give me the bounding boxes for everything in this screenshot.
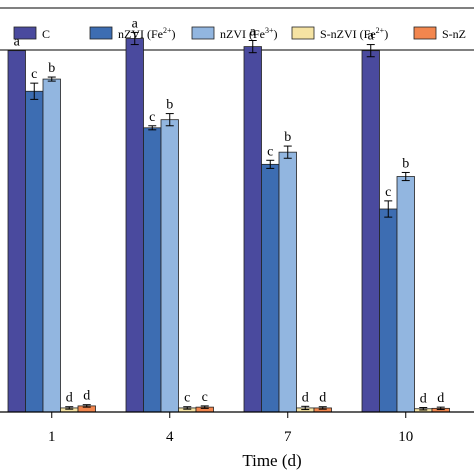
significance-letter: c — [385, 185, 391, 200]
significance-letter: d — [319, 391, 326, 406]
significance-letter: a — [368, 29, 375, 44]
x-tick-label: 4 — [166, 429, 174, 445]
bar — [379, 208, 398, 413]
x-tick-label: 1 — [48, 429, 56, 445]
significance-letter: b — [284, 130, 291, 145]
bar — [143, 127, 162, 413]
legend-label: nZVI (Fe2+) — [118, 26, 176, 41]
axes-group: 1471014 — [0, 411, 474, 445]
significance-letter: c — [202, 390, 208, 405]
legend-label: S-nZVI (Fe2+) — [320, 26, 388, 41]
significance-letter: d — [83, 389, 90, 404]
bar — [125, 38, 144, 413]
significance-letter: b — [48, 61, 55, 76]
legend-swatch — [191, 26, 215, 40]
significance-letter: d — [420, 392, 427, 407]
significance-letter: c — [31, 67, 37, 82]
bar — [25, 90, 44, 413]
significance-letter: d — [302, 390, 309, 405]
legend-label: nZVI (Fe3+) — [220, 26, 278, 41]
legend-swatch — [89, 26, 113, 40]
significance-letter: c — [267, 144, 273, 159]
significance-letter: d — [66, 391, 73, 406]
bar — [7, 50, 26, 413]
legend-label: C — [42, 27, 50, 41]
legend-label: S-nZ — [442, 27, 466, 41]
legend-swatch — [413, 26, 437, 40]
significance-letter: a — [132, 16, 139, 31]
significance-letter: a — [14, 35, 21, 50]
bar — [361, 50, 380, 413]
bars-group: acbddacbccacbddacbddac — [7, 16, 450, 413]
bar — [42, 78, 61, 413]
bar — [278, 151, 297, 413]
significance-letter: d — [437, 391, 444, 406]
legend-swatch — [291, 26, 315, 40]
significance-letter: b — [166, 98, 173, 113]
bar — [261, 163, 280, 413]
bar — [396, 176, 415, 413]
significance-letter: b — [402, 156, 409, 171]
bar — [243, 46, 262, 413]
significance-letter: a — [250, 25, 257, 40]
legend-swatch — [13, 26, 37, 40]
significance-letter: c — [149, 110, 155, 125]
x-tick-label: 10 — [398, 429, 413, 445]
x-tick-label: 7 — [284, 429, 292, 445]
bar — [160, 119, 179, 413]
x-axis-label: Time (d) — [242, 451, 301, 470]
significance-letter: c — [184, 391, 190, 406]
